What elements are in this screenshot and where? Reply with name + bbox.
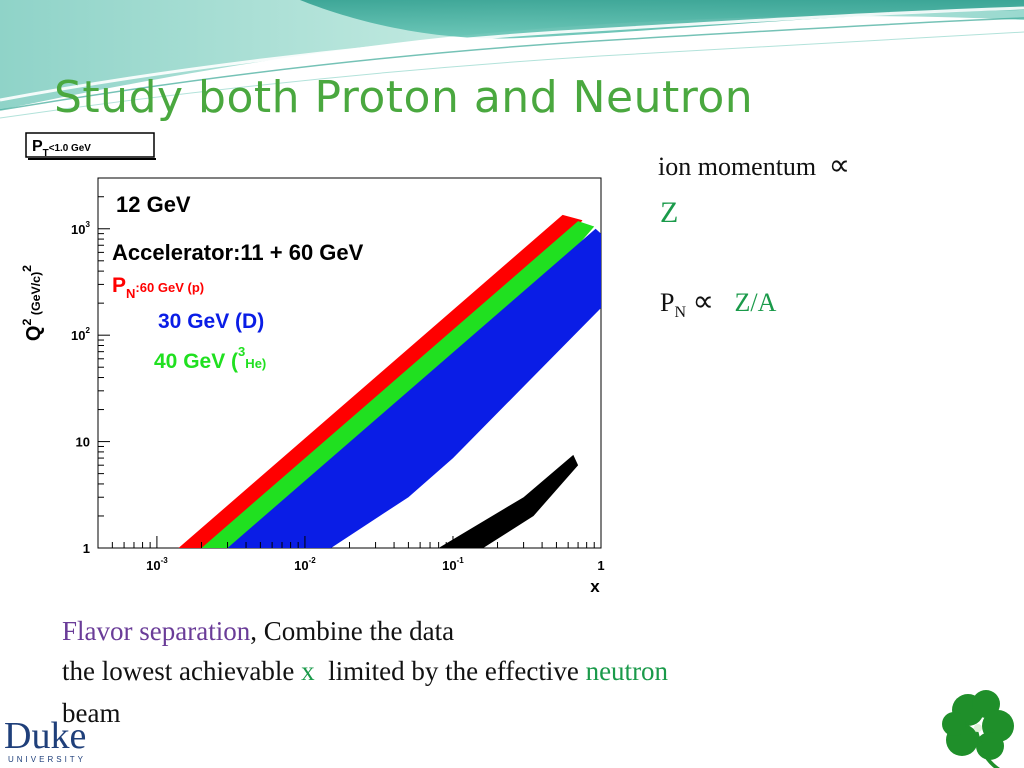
scatter-region-0 (178, 214, 583, 548)
duke-logo-text: Duke (4, 715, 86, 757)
y-axis-label: Q2 (GeV/c)2 (20, 265, 45, 341)
legend-helium3: 40 GeV (3He) (154, 344, 266, 373)
pn-proportional-note: PN ∝ Z/A (660, 284, 776, 322)
scatter-regions (178, 214, 601, 548)
pt-cut-box (25, 132, 155, 158)
ion-momentum-note: ion momentum ∝ (658, 148, 850, 183)
x-tick-label: 10-2 (294, 556, 316, 573)
bottom-line-2: the lowest achievable x limited by the e… (62, 656, 668, 687)
scatter-region-1 (201, 221, 595, 548)
header-swoosh-decoration (0, 0, 1024, 119)
pn-subscript: N (674, 304, 687, 322)
y-tick-label: 102 (71, 326, 90, 343)
y-tick-label: 103 (71, 220, 90, 237)
flavor-separation-text: Flavor separation (62, 616, 251, 646)
scatter-region-3 (438, 454, 579, 548)
y-tick-label: 1 (83, 541, 90, 556)
bottom-line-1: Flavor separation, Combine the data (62, 616, 454, 647)
lowest-achievable-text: the lowest achievable (62, 656, 302, 686)
z-over-a: Z/A (734, 288, 777, 317)
neutron-text: neutron (585, 656, 669, 686)
y-tick-label: 10 (76, 435, 90, 450)
x-tick-label: 10-3 (146, 556, 168, 573)
pt-cut-label: PT<1.0 GeV (32, 138, 91, 159)
shamrock-clover-icon (942, 690, 1014, 768)
scatter-region-2 (227, 228, 601, 548)
proportional-symbol: ∝ (828, 149, 851, 182)
proportional-symbol-2: ∝ (692, 285, 714, 318)
x-axis-label: x (590, 577, 600, 596)
legend-proton: PN:60 GeV (p) (112, 274, 204, 301)
duke-logo-subtext: UNIVERSITY (8, 755, 86, 764)
x-variable-text: x (301, 656, 315, 686)
q2-vs-x-plot: 10-3 10-2 10-1 1 1 10 102 103 x Q2 (GeV/c)2 PT<1.0… (20, 132, 605, 596)
ion-momentum-text: ion momentum (658, 152, 817, 181)
legend-accelerator: Accelerator:11 + 60 GeV (112, 240, 364, 265)
bottom-line-3: beam (62, 698, 121, 728)
pn-symbol: P (660, 288, 675, 317)
legend-deuteron: 30 GeV (D) (158, 310, 264, 333)
x-tick-label: 10-1 (442, 556, 464, 573)
z-variable: Z (660, 196, 679, 229)
combine-data-text: , Combine the data (250, 616, 455, 646)
legend-12gev: 12 GeV (116, 192, 191, 217)
limited-by-text: limited by the effective (314, 656, 586, 686)
duke-university-logo: Duke UNIVERSITY (4, 715, 86, 764)
x-tick-label: 1 (597, 558, 604, 573)
slide-title: Study both Proton and Neutron (54, 72, 754, 123)
